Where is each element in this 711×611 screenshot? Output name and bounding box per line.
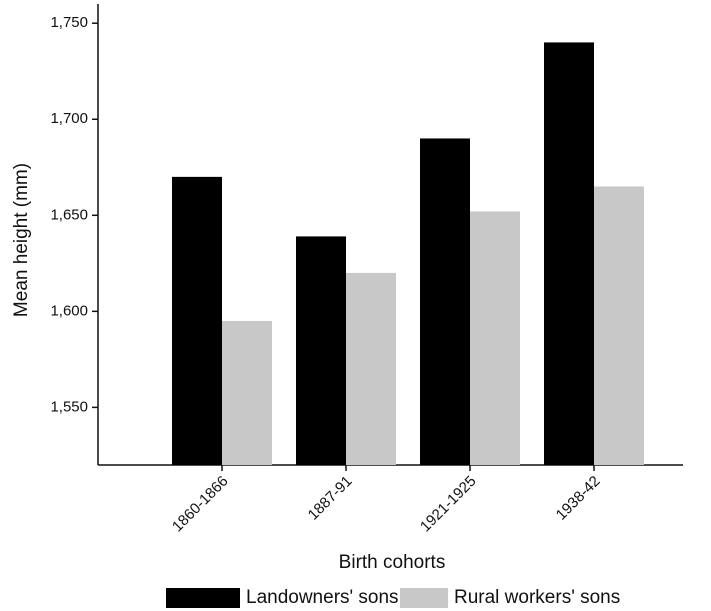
x-tick-label: 1921-1925 — [417, 473, 480, 536]
y-tick-label: 1,700 — [50, 110, 88, 127]
x-tick-label: 1887-91 — [305, 473, 356, 524]
legend-label: Rural workers' sons — [454, 587, 620, 608]
y-tick-label: 1,600 — [50, 302, 88, 319]
bar — [222, 320, 272, 465]
x-tick-label: 1860-1866 — [169, 473, 232, 536]
bar — [346, 272, 396, 465]
x-axis-label: Birth cohorts — [339, 552, 446, 573]
y-tick-label: 1,750 — [50, 14, 88, 31]
legend-swatch — [166, 588, 240, 608]
x-tick-label: 1938-42 — [553, 473, 604, 524]
bar — [420, 138, 470, 466]
bar — [470, 211, 520, 465]
legend-swatch — [400, 588, 448, 608]
bar — [544, 42, 594, 466]
y-axis-label: Mean height (mm) — [11, 163, 32, 317]
y-tick-label: 1,550 — [50, 398, 88, 415]
legend-label: Landowners' sons — [246, 587, 399, 608]
bar — [594, 186, 644, 465]
bar — [296, 236, 346, 465]
bar — [172, 176, 222, 465]
y-tick-label: 1,650 — [50, 206, 88, 223]
